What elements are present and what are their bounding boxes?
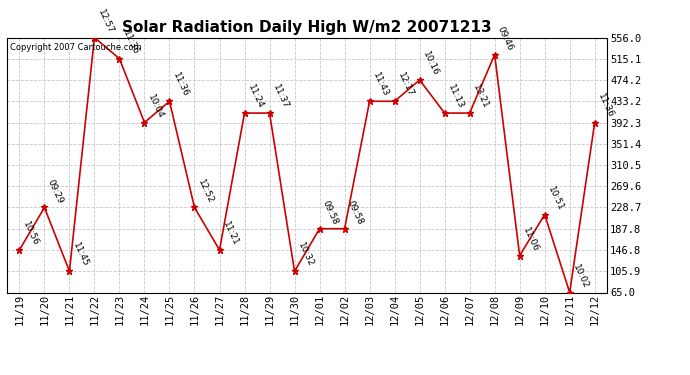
Text: 09:46: 09:46 xyxy=(496,25,515,52)
Text: 11:45: 11:45 xyxy=(71,242,90,268)
Text: 10:56: 10:56 xyxy=(21,220,40,247)
Title: Solar Radiation Daily High W/m2 20071213: Solar Radiation Daily High W/m2 20071213 xyxy=(122,20,492,35)
Text: 10:04: 10:04 xyxy=(146,93,165,120)
Text: 10:32: 10:32 xyxy=(296,242,315,268)
Text: 11:36: 11:36 xyxy=(121,29,140,56)
Text: 11:36: 11:36 xyxy=(596,93,615,120)
Text: 12:52: 12:52 xyxy=(196,178,215,205)
Text: 11:24: 11:24 xyxy=(246,83,265,110)
Text: 11:13: 11:13 xyxy=(446,83,465,110)
Text: 09:29: 09:29 xyxy=(46,178,65,205)
Text: 11:43: 11:43 xyxy=(371,71,390,99)
Text: 10:02: 10:02 xyxy=(571,262,590,290)
Text: Copyright 2007 Cartouche.com: Copyright 2007 Cartouche.com xyxy=(10,43,141,52)
Text: 11:37: 11:37 xyxy=(271,83,290,110)
Text: 11:06: 11:06 xyxy=(521,226,540,253)
Text: 10:51: 10:51 xyxy=(546,184,565,212)
Text: 13:21: 13:21 xyxy=(471,83,490,110)
Text: 09:58: 09:58 xyxy=(346,199,365,226)
Text: 12:17: 12:17 xyxy=(396,71,415,99)
Text: 10:16: 10:16 xyxy=(421,50,440,77)
Text: 11:36: 11:36 xyxy=(171,71,190,99)
Text: 09:58: 09:58 xyxy=(321,199,340,226)
Text: 11:21: 11:21 xyxy=(221,220,240,247)
Text: 12:57: 12:57 xyxy=(96,8,115,35)
